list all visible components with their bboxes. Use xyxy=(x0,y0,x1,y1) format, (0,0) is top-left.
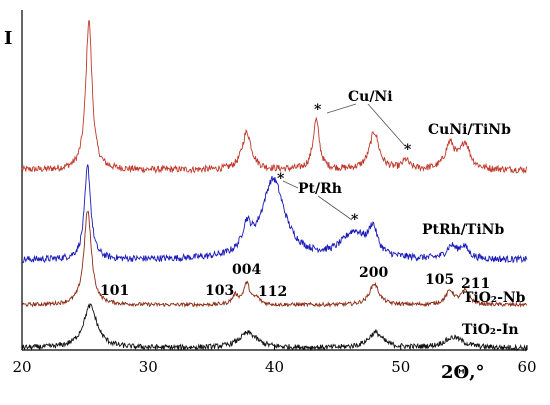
x-tick-label: 40 xyxy=(265,358,284,376)
series-line-3 xyxy=(21,303,528,352)
x-tick-label: 20 xyxy=(12,358,31,376)
peak-label-211: 211 xyxy=(461,276,490,292)
series-line-1 xyxy=(21,164,528,264)
series-line-2 xyxy=(21,210,528,309)
peak-label-112: 112 xyxy=(258,284,287,300)
leader-cuni-2 xyxy=(367,103,406,147)
x-axis-title: 2Θ,° xyxy=(441,362,484,383)
x-tick-label: 50 xyxy=(391,358,410,376)
phase-label-cuni: Cu/Ni xyxy=(348,89,393,105)
leader-cuni-1 xyxy=(326,103,357,114)
leader-ptrh-2 xyxy=(317,195,353,221)
marker-ptrh-1: * xyxy=(277,171,285,187)
marker-cuni-1: * xyxy=(314,102,322,118)
series-label-cuni: CuNi/TiNb xyxy=(428,122,511,138)
leader-ptrh-1 xyxy=(282,180,299,189)
marker-cuni-2: * xyxy=(404,142,412,158)
phase-label-ptrh: Pt/Rh xyxy=(298,181,342,197)
marker-ptrh-2: * xyxy=(351,212,359,228)
x-ticks: 20 30 40 50 60 xyxy=(12,345,537,376)
series-line-0 xyxy=(21,20,528,174)
series-label-tio2-in: TiO₂-In xyxy=(462,322,519,338)
x-tick-label: 60 xyxy=(517,358,536,376)
peak-label-200: 200 xyxy=(359,265,388,281)
peak-label-101: 101 xyxy=(100,283,129,299)
peak-label-004: 004 xyxy=(232,262,261,278)
peak-label-105: 105 xyxy=(425,272,454,288)
series-label-ptrh: PtRh/TiNb xyxy=(422,222,504,238)
series-label-tio2-nb: TiO₂-Nb xyxy=(463,290,526,306)
x-tick-label: 30 xyxy=(139,358,158,376)
peak-label-103: 103 xyxy=(205,283,234,299)
traces xyxy=(21,20,528,352)
y-axis-title: I xyxy=(4,28,12,49)
